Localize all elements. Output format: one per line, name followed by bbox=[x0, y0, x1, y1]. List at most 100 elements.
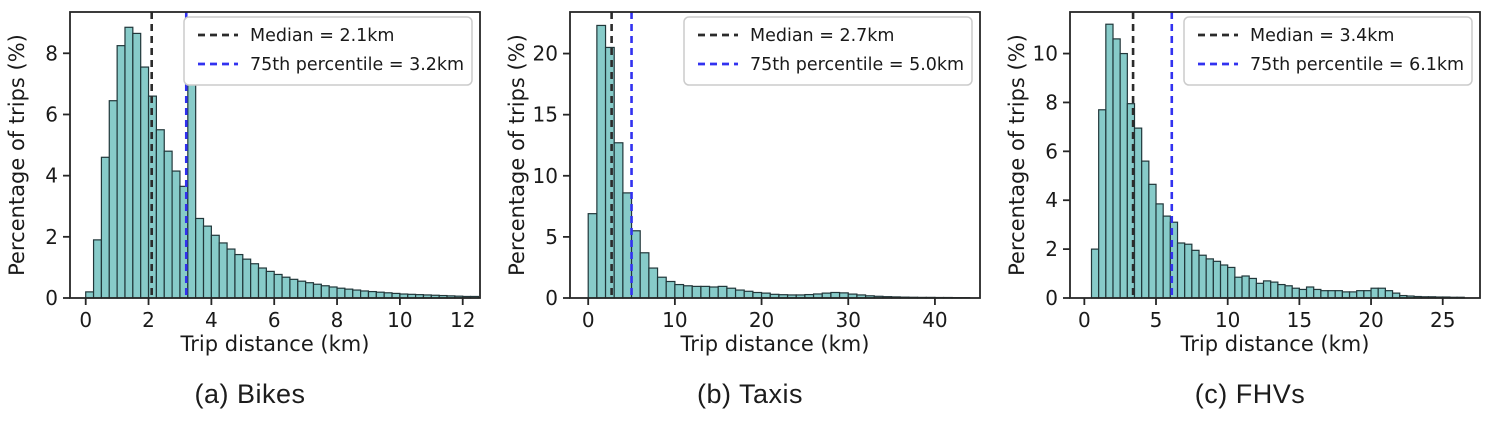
histogram-bar bbox=[132, 32, 142, 299]
histogram-bar bbox=[367, 290, 377, 299]
axis-ticks bbox=[563, 52, 936, 305]
histogram-bar bbox=[257, 267, 267, 299]
histogram-bar bbox=[1184, 243, 1193, 299]
histogram-bar bbox=[1176, 242, 1186, 299]
chart-caption-fhvs: (c) FHVs bbox=[1194, 379, 1306, 409]
histogram-bar bbox=[171, 170, 181, 299]
x-tick-label: 2 bbox=[142, 308, 155, 332]
histogram-bar bbox=[1384, 290, 1394, 299]
histogram-bar bbox=[639, 252, 650, 299]
x-axis-label: Trip distance (km) bbox=[180, 332, 370, 356]
histogram-bar bbox=[187, 67, 197, 299]
axis-ticks bbox=[63, 52, 464, 305]
legend-label: Median = 3.4km bbox=[1250, 26, 1394, 46]
legend-label: 75th percentile = 5.0km bbox=[750, 55, 964, 75]
histogram-bar bbox=[1162, 215, 1171, 299]
histogram-bar bbox=[124, 26, 134, 299]
y-tick-label: 15 bbox=[533, 103, 558, 127]
x-tick-label: 0 bbox=[1078, 308, 1091, 332]
histogram-bar bbox=[726, 287, 737, 299]
histogram-bar bbox=[328, 286, 338, 299]
y-tick-label: 2 bbox=[45, 225, 58, 249]
histogram-bar bbox=[155, 129, 165, 299]
histogram-bar bbox=[281, 276, 291, 299]
histogram-bar bbox=[202, 225, 212, 299]
chart-panel-fhvs: 0 5 10 15 20 25 0 2 4 6 8 10 Trip distance (km) Perce… bbox=[1000, 0, 1500, 431]
histogram-bar bbox=[630, 230, 641, 299]
axis-ticks bbox=[1063, 52, 1444, 305]
histogram-bar bbox=[1219, 264, 1229, 299]
legend-label: Median = 2.7km bbox=[750, 26, 894, 46]
histogram-bar bbox=[344, 288, 354, 299]
y-tick-label: 8 bbox=[1045, 90, 1058, 114]
x-tick-label: 6 bbox=[268, 308, 281, 332]
histogram-bar bbox=[1341, 291, 1351, 299]
legend: Median = 3.4km 75th percentile = 6.1km bbox=[1183, 16, 1473, 86]
histogram-bar bbox=[265, 270, 275, 299]
x-tick-label: 10 bbox=[387, 308, 412, 332]
histogram-bar bbox=[360, 290, 370, 299]
histogram-bar bbox=[210, 234, 220, 299]
histogram-bar bbox=[587, 213, 598, 299]
histogram-bar bbox=[1112, 38, 1121, 299]
x-tick-label: 4 bbox=[205, 308, 218, 332]
histogram-bar bbox=[116, 45, 126, 299]
y-tick-label: 0 bbox=[545, 286, 558, 310]
histogram-bar bbox=[1313, 288, 1322, 299]
histogram-bar bbox=[1320, 290, 1329, 299]
x-tick-label: 0 bbox=[79, 308, 92, 332]
histogram-bar bbox=[1327, 290, 1336, 299]
chart-caption-taxis: (b) Taxis bbox=[696, 379, 804, 409]
histogram-bar bbox=[1227, 266, 1236, 299]
histogram-bar bbox=[1255, 282, 1265, 299]
x-tick-label: 20 bbox=[1358, 308, 1383, 332]
chart-caption-bikes: (a) Bikes bbox=[194, 379, 306, 409]
plot-border bbox=[1069, 11, 1481, 299]
x-tick-label: 20 bbox=[749, 308, 774, 332]
histogram-bar bbox=[250, 263, 260, 299]
histogram-bar bbox=[1234, 276, 1243, 299]
histogram-bar bbox=[352, 289, 362, 299]
histogram-bar bbox=[320, 285, 330, 299]
histogram-bar bbox=[1284, 285, 1293, 299]
y-tick-label: 5 bbox=[545, 225, 558, 249]
legend-box bbox=[1183, 16, 1473, 86]
legend: Median = 2.1km 75th percentile = 3.2km bbox=[183, 16, 473, 86]
histogram-bar bbox=[1198, 254, 1207, 299]
histogram-bar bbox=[1248, 277, 1257, 299]
histogram-bar bbox=[336, 287, 346, 299]
x-tick-label: 30 bbox=[836, 308, 861, 332]
histogram-bar bbox=[1191, 249, 1200, 299]
histogram-bar bbox=[1205, 258, 1214, 299]
histogram-bar bbox=[1241, 275, 1250, 299]
histogram-bar bbox=[100, 156, 110, 299]
histogram-bar bbox=[218, 242, 228, 299]
histogram-bar bbox=[1348, 291, 1358, 299]
histogram-bar bbox=[648, 267, 659, 299]
histogram-bar bbox=[242, 258, 252, 299]
y-tick-label: 6 bbox=[45, 102, 58, 126]
histogram-bar bbox=[85, 291, 95, 299]
histogram-bar bbox=[734, 289, 745, 299]
histogram-bar bbox=[163, 150, 173, 299]
y-tick-label: 0 bbox=[45, 286, 58, 310]
x-tick-label: 12 bbox=[450, 308, 475, 332]
x-axis-label: Trip distance (km) bbox=[680, 332, 870, 356]
histogram-bar bbox=[226, 248, 236, 299]
y-tick-label: 20 bbox=[533, 42, 558, 66]
histogram-bar bbox=[1334, 290, 1343, 299]
x-tick-label: 5 bbox=[1150, 308, 1163, 332]
y-tick-label: 0 bbox=[1045, 286, 1058, 310]
x-tick-label: 15 bbox=[1287, 308, 1312, 332]
tick-labels: 0 10 20 30 40 0 5 10 15 20 bbox=[533, 42, 948, 332]
x-tick-label: 40 bbox=[922, 308, 947, 332]
tick-labels: 0 2 4 6 8 10 12 0 2 4 6 8 bbox=[45, 41, 475, 332]
histogram-bar bbox=[1363, 290, 1372, 299]
histogram-bar bbox=[92, 239, 103, 299]
histogram-bar bbox=[700, 285, 711, 299]
chart-panel-bikes: 0 2 4 6 8 10 12 0 2 4 6 8 Trip distance (km) Percenta… bbox=[0, 0, 500, 431]
